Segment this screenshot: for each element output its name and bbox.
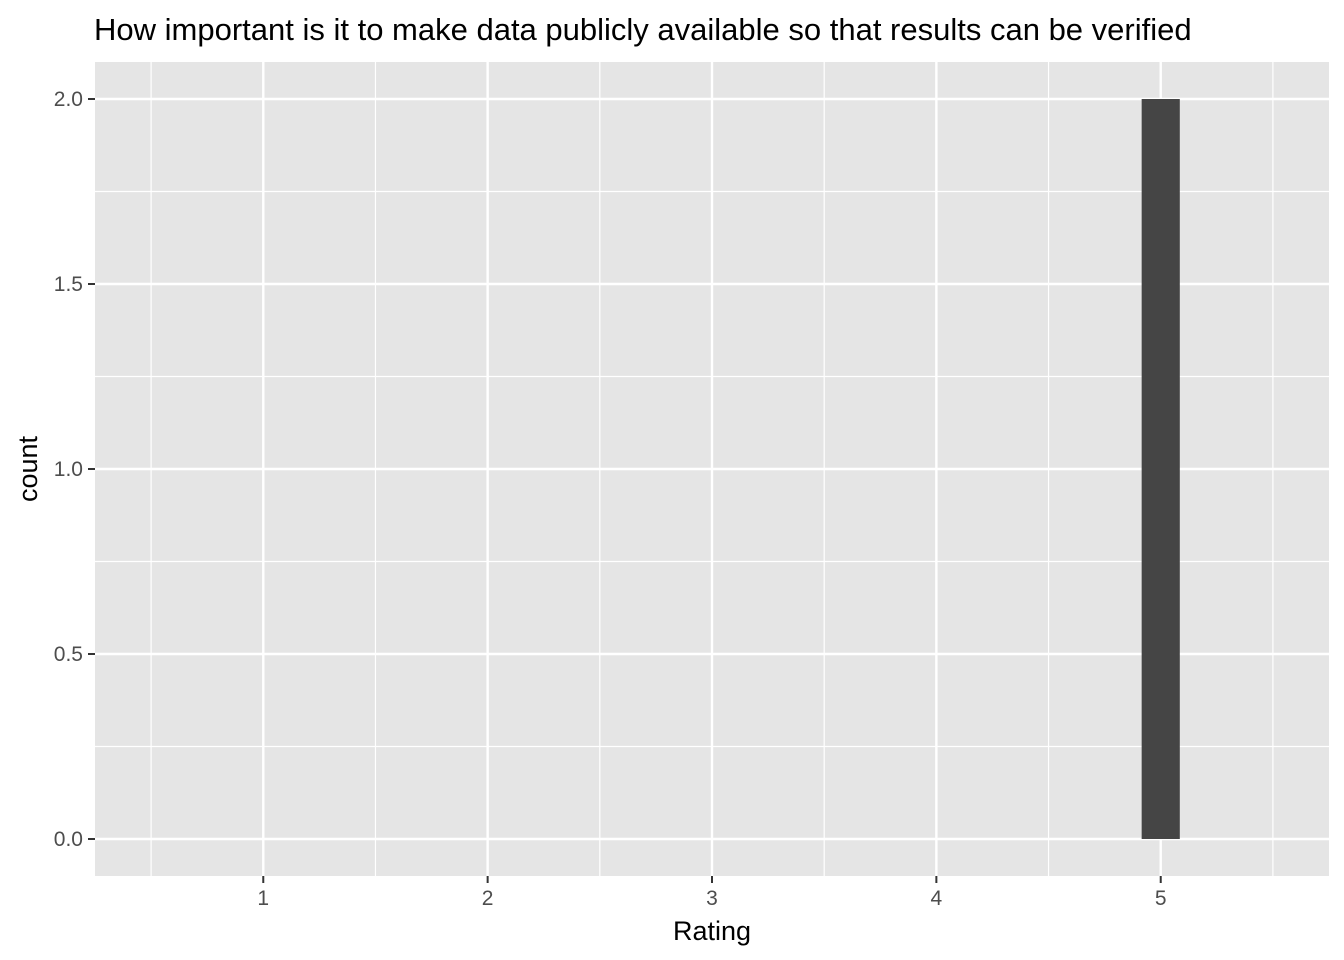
- x-tick-label: 3: [706, 887, 718, 910]
- y-tick-label: 1.0: [54, 458, 83, 481]
- chart-title: How important is it to make data publicl…: [94, 12, 1192, 47]
- y-axis: 0.0 0.5 1.0 1.5 2.0: [54, 88, 95, 851]
- y-tick-label: 1.5: [54, 273, 83, 296]
- y-tick-label: 2.0: [54, 88, 83, 111]
- x-tick-label: 5: [1155, 887, 1167, 910]
- x-axis-title: Rating: [673, 916, 751, 946]
- y-tick-label: 0.5: [54, 643, 83, 666]
- x-axis: 1 2 3 4 5: [257, 876, 1167, 910]
- x-tick-label: 1: [257, 887, 269, 910]
- bars: [1141, 99, 1180, 839]
- x-tick-label: 2: [482, 887, 494, 910]
- x-tick-label: 4: [931, 887, 943, 910]
- y-tick-label: 0.0: [54, 828, 83, 851]
- bar: [1141, 99, 1180, 839]
- y-axis-title: count: [13, 435, 43, 502]
